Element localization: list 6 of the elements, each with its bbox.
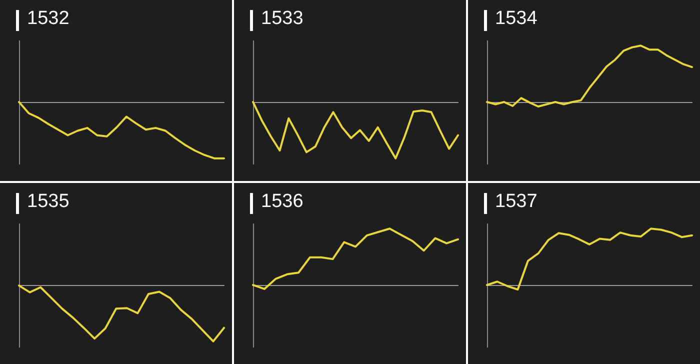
chart-title: 1533 — [261, 8, 304, 30]
chart-title: 1535 — [27, 191, 70, 213]
chart-title: 1536 — [261, 191, 304, 213]
chart-title: 1532 — [27, 8, 70, 30]
chart-title: 1534 — [495, 8, 538, 30]
chart-title: 1537 — [495, 191, 538, 213]
